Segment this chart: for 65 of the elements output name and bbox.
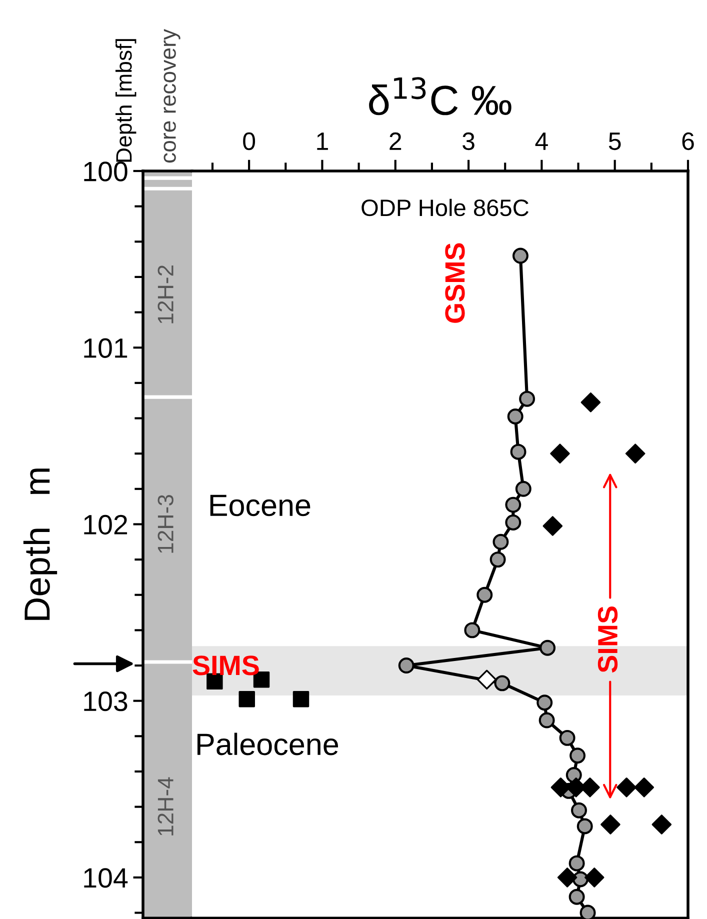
point xyxy=(584,868,604,888)
point xyxy=(570,748,586,764)
x-tick-label: 4 xyxy=(535,132,548,150)
y-tick-label: 102 xyxy=(84,514,128,535)
annotation: 12H-4 xyxy=(158,777,174,836)
point xyxy=(464,622,480,638)
text: Depth [mbsf] xyxy=(115,39,136,162)
point xyxy=(557,868,578,888)
annotation: Eocene xyxy=(210,494,310,516)
point xyxy=(492,534,509,550)
annotation: SIMS xyxy=(192,656,259,676)
point xyxy=(512,248,528,264)
bar xyxy=(143,190,192,396)
point xyxy=(505,496,522,513)
y-tick-label: 103 xyxy=(84,692,128,712)
point xyxy=(538,712,555,728)
x-tick-label: 3 xyxy=(462,132,474,150)
point xyxy=(536,694,553,711)
x-tick-label: 5 xyxy=(608,132,621,150)
point xyxy=(238,690,255,708)
point xyxy=(559,730,576,746)
annotation: GSMS xyxy=(445,243,465,323)
annotation: ODP Hole 865C xyxy=(362,198,528,216)
annotation: 12H-3 xyxy=(158,494,174,553)
y-axis-title: Depth m xyxy=(23,468,58,620)
point xyxy=(576,818,593,834)
point xyxy=(540,640,556,656)
point xyxy=(494,675,510,692)
point xyxy=(542,516,563,536)
point xyxy=(519,390,536,407)
y-tick-label: 104 xyxy=(84,868,128,888)
point xyxy=(476,586,493,603)
point xyxy=(505,514,522,530)
point xyxy=(652,814,672,834)
text: core recovery xyxy=(164,28,180,163)
point xyxy=(507,408,524,424)
y-tick-label: 101 xyxy=(84,338,128,358)
point xyxy=(568,855,585,872)
x-tick-label: 0 xyxy=(243,132,256,150)
point xyxy=(490,552,506,568)
x-axis-title: δ$^{13}$C ‰ xyxy=(369,77,512,116)
annotation: Paleocene xyxy=(197,732,338,756)
point xyxy=(600,814,620,834)
bar xyxy=(143,180,192,187)
point xyxy=(634,777,654,798)
point xyxy=(571,802,587,818)
bar xyxy=(143,664,192,918)
point xyxy=(568,888,585,905)
point xyxy=(398,658,414,674)
point xyxy=(510,444,526,460)
annotation: SIMS xyxy=(598,606,618,673)
annotation: 12H-2 xyxy=(158,265,174,324)
point xyxy=(616,777,636,798)
point xyxy=(625,444,646,464)
point xyxy=(292,690,310,708)
x-tick-label: 2 xyxy=(390,132,402,150)
point xyxy=(476,670,497,690)
x-tick-label: 1 xyxy=(317,132,328,150)
y-tick-label: 100 xyxy=(84,162,128,182)
point xyxy=(515,480,532,497)
bar xyxy=(143,398,192,660)
x-tick-label: 6 xyxy=(682,132,694,150)
point xyxy=(580,904,596,919)
point xyxy=(580,392,601,412)
point xyxy=(550,444,570,464)
